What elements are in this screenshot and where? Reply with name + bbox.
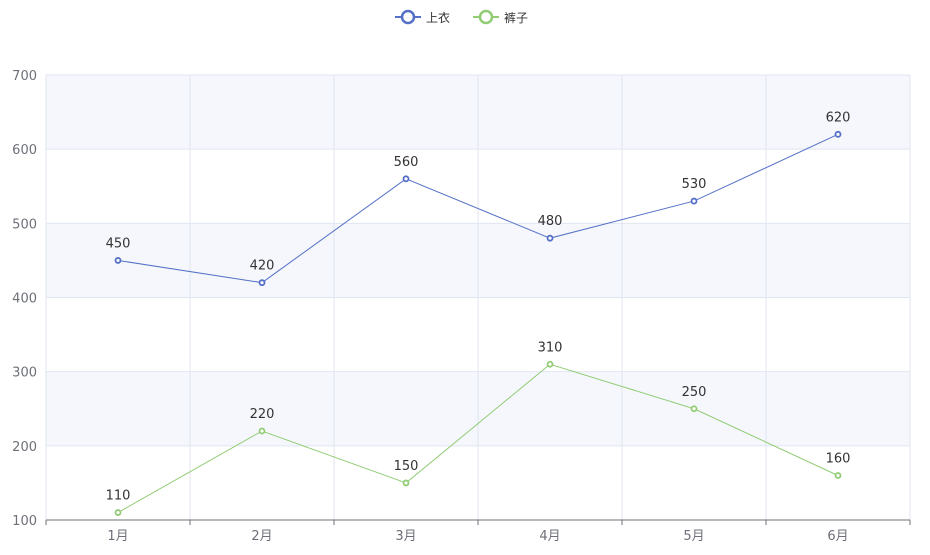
data-label: 250 [682, 385, 707, 400]
y-tick-label: 700 [12, 69, 37, 84]
data-label: 530 [682, 177, 707, 192]
data-label: 560 [394, 155, 419, 170]
data-label: 150 [394, 459, 419, 474]
legend-label: 裤子 [504, 11, 528, 25]
data-point[interactable] [690, 405, 698, 413]
y-tick-label: 600 [12, 143, 37, 158]
data-point[interactable] [546, 360, 554, 368]
data-label: 480 [538, 214, 563, 229]
x-tick-label: 2月 [251, 529, 272, 544]
legend-circle-icon [400, 9, 416, 25]
data-point[interactable] [402, 175, 410, 183]
x-tick-label: 6月 [827, 529, 848, 544]
x-tick-label: 4月 [539, 529, 560, 544]
data-point[interactable] [834, 472, 842, 479]
series-1: 450 420 560 480 530 620 [106, 110, 851, 287]
data-label: 420 [250, 259, 275, 274]
y-tick-label: 200 [12, 440, 37, 455]
data-point[interactable] [114, 257, 122, 264]
data-point[interactable] [546, 234, 554, 242]
series-line [117, 363, 839, 514]
legend-circle-icon [478, 9, 494, 25]
legend-label: 上衣 [426, 10, 450, 25]
x-tick-label: 3月 [395, 529, 416, 544]
data-label: 160 [826, 452, 851, 467]
legend[interactable]: 上衣 裤子 [395, 9, 528, 25]
data-point[interactable] [258, 279, 266, 287]
axes: 100 200 300 400 500 600 700 1月 2月 3月 4月 5月 6月 [12, 69, 911, 544]
series-line [117, 133, 839, 284]
data-label: 450 [106, 236, 131, 251]
y-tick-label: 100 [12, 514, 37, 529]
data-point[interactable] [114, 509, 122, 516]
data-label: 310 [538, 340, 563, 355]
data-label: 220 [250, 407, 275, 422]
data-point[interactable] [834, 130, 842, 138]
x-tick-label: 1月 [107, 529, 128, 544]
legend-item[interactable]: 裤子 [473, 9, 528, 25]
y-tick-label: 400 [12, 292, 37, 307]
data-point[interactable] [258, 427, 266, 435]
series-2: 110 220 150 310 250 160 [106, 340, 851, 516]
y-tick-label: 500 [12, 217, 37, 232]
data-point[interactable] [690, 197, 698, 205]
x-tick-label: 5月 [683, 529, 704, 544]
data-point[interactable] [402, 479, 410, 487]
data-label: 620 [826, 110, 851, 125]
series-layer: 450 420 560 480 530 620 110 220 150 310 250 160 [106, 110, 851, 516]
legend-item[interactable]: 上衣 [395, 9, 450, 25]
y-tick-label: 300 [12, 366, 37, 381]
data-label: 110 [106, 489, 131, 504]
